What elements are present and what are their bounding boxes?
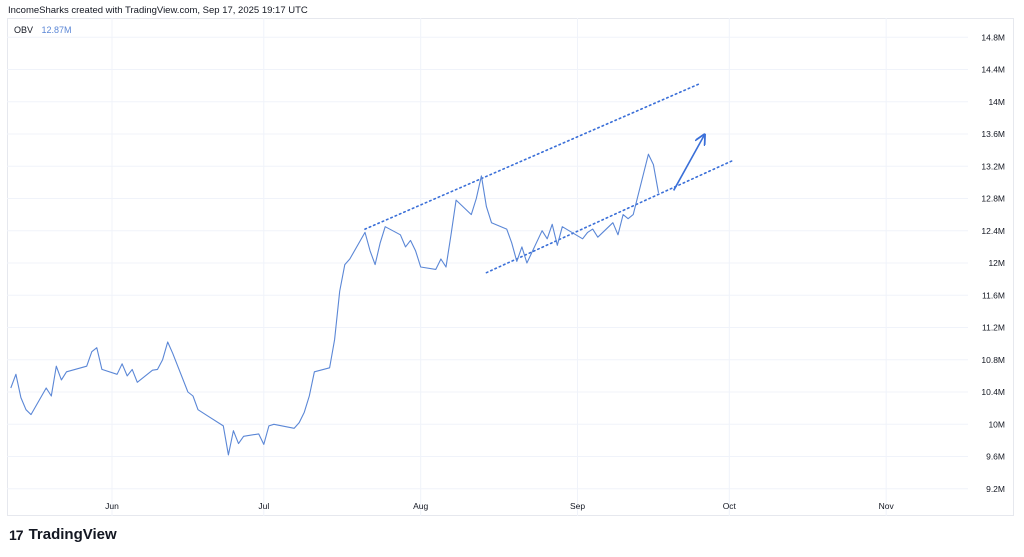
y-tick-label: 11.6M <box>982 290 1005 300</box>
y-axis: 9.2M 9.6M 10M 10.4M 10.8M 11.2M 11.6M 12M 12.4M 1… <box>981 32 1005 494</box>
x-tick-label: Sep <box>570 501 585 511</box>
y-tick-label: 9.2M <box>986 484 1005 494</box>
y-tick-label: 14M <box>988 97 1005 107</box>
obv-line <box>10 153 660 456</box>
x-tick-label: Jul <box>258 501 269 511</box>
y-tick-label: 12M <box>988 258 1005 268</box>
tradingview-logo[interactable]: 17 TradingView <box>9 526 117 543</box>
x-tick-label: Oct <box>723 501 737 511</box>
y-tick-label: 10.8M <box>981 355 1005 365</box>
y-tick-label: 14.4M <box>981 65 1005 75</box>
x-tick-label: Aug <box>413 501 428 511</box>
grid-lines <box>7 18 968 516</box>
channel-trendline <box>485 159 736 274</box>
series-layer <box>10 153 660 456</box>
chart-frame <box>7 18 1014 516</box>
y-tick-label: 11.2M <box>982 323 1005 333</box>
y-tick-label: 10.4M <box>981 387 1005 397</box>
tradingview-wordmark: TradingView <box>28 526 117 543</box>
y-tick-label: 12.8M <box>981 194 1005 204</box>
channel-trendline <box>364 83 700 230</box>
chart-header: IncomeSharks created with TradingView.co… <box>8 5 308 16</box>
y-tick-label: 10M <box>988 419 1005 429</box>
x-tick-label: Jun <box>105 501 119 511</box>
x-tick-label: Nov <box>879 501 895 511</box>
y-tick-label: 14.8M <box>981 32 1005 42</box>
x-axis: Jun Jul Aug Sep Oct Nov <box>105 501 894 511</box>
y-tick-label: 13.2M <box>981 161 1005 171</box>
legend-name: OBV <box>14 25 34 35</box>
y-tick-label: 12.4M <box>981 226 1005 236</box>
legend-value: 12.87M <box>41 25 72 35</box>
y-tick-label: 9.6M <box>986 452 1005 462</box>
annotation-layer <box>364 83 736 274</box>
trend-arrow <box>672 136 704 191</box>
tradingview-mark-icon: 17 <box>9 526 24 543</box>
indicator-legend: OBV 12.87M <box>14 25 72 35</box>
y-tick-label: 13.6M <box>981 129 1005 139</box>
